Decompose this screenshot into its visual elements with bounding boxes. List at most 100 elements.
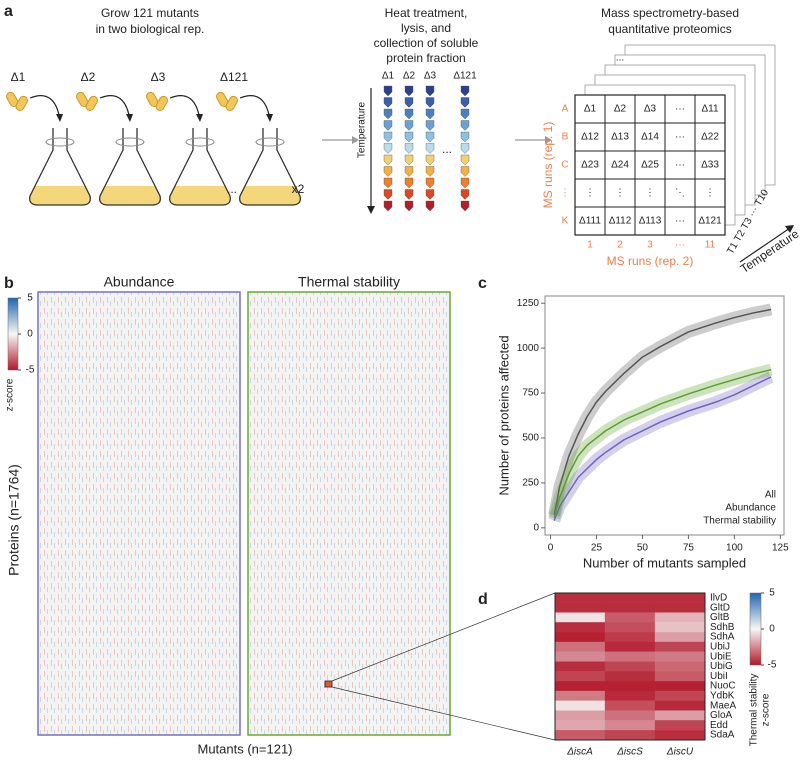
heatmap-texture bbox=[37, 291, 241, 736]
tube bbox=[460, 143, 470, 154]
x-tick-label: 100 bbox=[726, 543, 743, 554]
column-label: ΔiscU bbox=[666, 747, 694, 758]
flask bbox=[99, 128, 161, 206]
mutant-cell bbox=[155, 95, 168, 111]
tube bbox=[383, 177, 393, 189]
shaker-ring bbox=[185, 137, 215, 147]
tube bbox=[460, 97, 470, 108]
heatmap-cell bbox=[604, 602, 656, 613]
heatmap-texture bbox=[247, 291, 451, 736]
heatmap-cell bbox=[654, 602, 706, 613]
grid-cell: Δ121 bbox=[698, 216, 722, 227]
row-label: A bbox=[562, 104, 569, 115]
y-tick-label: 250 bbox=[522, 478, 539, 489]
x-tick-label: 50 bbox=[637, 543, 649, 554]
panel-label: a bbox=[4, 3, 13, 20]
tube bbox=[460, 189, 470, 200]
column-axis: MS runs (rep. 2) bbox=[607, 254, 694, 268]
grid-cell: Δ13 bbox=[611, 132, 629, 143]
tube bbox=[460, 177, 470, 189]
tube-label: Δ1 bbox=[382, 71, 395, 82]
grid-cell: Δ112 bbox=[609, 216, 632, 227]
flask bbox=[239, 128, 301, 206]
shaker-ring bbox=[115, 137, 145, 147]
panel-label: d bbox=[478, 591, 488, 608]
tube bbox=[460, 200, 470, 212]
zoom-line bbox=[331, 686, 556, 741]
arrow-head bbox=[785, 225, 794, 233]
step-title: lysis, and bbox=[401, 21, 451, 35]
grid-cell: Δ22 bbox=[701, 132, 719, 143]
heatmap-cell bbox=[654, 690, 706, 701]
heatmap-cell bbox=[654, 622, 706, 633]
row-label: YdbK bbox=[710, 691, 735, 702]
heatmap-cell bbox=[554, 690, 606, 701]
flask bbox=[29, 128, 91, 206]
row-label: SdaA bbox=[710, 730, 735, 741]
tube bbox=[404, 85, 414, 97]
tube bbox=[425, 143, 435, 154]
heatmap-cell bbox=[554, 720, 606, 731]
heatmap-cell bbox=[604, 592, 656, 603]
mutant-cell bbox=[85, 95, 98, 111]
step-title: Grow 121 mutants bbox=[101, 6, 199, 20]
heatmap-cell bbox=[554, 641, 606, 652]
heatmap-cell bbox=[554, 671, 606, 682]
colorbar-label: z-score bbox=[5, 378, 16, 411]
grid-cell: ⋮ bbox=[585, 188, 595, 199]
tube bbox=[425, 131, 435, 143]
heatmap-cell bbox=[654, 730, 706, 741]
tube bbox=[383, 154, 393, 166]
heatmap-cell bbox=[604, 730, 656, 741]
row-label: Edd bbox=[710, 720, 728, 731]
legend-entry: Abundance bbox=[725, 503, 776, 514]
row-label: ⋮ bbox=[560, 188, 570, 199]
colorbar-tick-label: 5 bbox=[769, 588, 775, 599]
heatmap-cell bbox=[654, 592, 706, 603]
series-band bbox=[548, 303, 773, 517]
arrow bbox=[99, 95, 131, 121]
x-tick-label: 0 bbox=[548, 543, 554, 554]
tube bbox=[425, 166, 435, 177]
tube bbox=[383, 200, 393, 212]
tube bbox=[404, 131, 414, 143]
y-tick-label: 500 bbox=[522, 433, 539, 444]
stack-ellipsis: ... bbox=[616, 53, 624, 64]
arrow-head bbox=[196, 114, 203, 122]
tube bbox=[404, 108, 414, 120]
tube-label: Δ3 bbox=[424, 71, 437, 82]
x-tick-label: 125 bbox=[772, 543, 789, 554]
step-title: collection of soluble bbox=[374, 36, 479, 50]
tube bbox=[460, 85, 470, 97]
heatmap-cell bbox=[554, 612, 606, 623]
row-label: K bbox=[562, 216, 569, 227]
step-title: quantitative proteomics bbox=[608, 22, 731, 36]
replicates: x2 bbox=[292, 182, 305, 196]
arrow-head bbox=[367, 206, 375, 214]
heatmap-cell bbox=[604, 710, 656, 721]
row-label: IlvD bbox=[710, 593, 727, 604]
temperature-label: Temperature bbox=[357, 101, 368, 158]
liquid bbox=[29, 186, 91, 205]
tube bbox=[460, 154, 470, 166]
temperature-arrow bbox=[739, 227, 791, 263]
arrow-head bbox=[56, 114, 63, 122]
grid-cell: Δ12 bbox=[581, 132, 599, 143]
panel-label: b bbox=[4, 275, 14, 292]
heatmap-cell bbox=[604, 671, 656, 682]
colorbar-tick-label: 0 bbox=[27, 329, 33, 340]
colorbar-label: Thermal stability bbox=[749, 674, 760, 747]
tube bbox=[425, 120, 435, 131]
step-title: Heat treatment, bbox=[385, 6, 468, 20]
tube bbox=[404, 177, 414, 189]
heatmap-cell bbox=[654, 661, 706, 672]
heatmap-cell bbox=[654, 710, 706, 721]
heatmap-cell bbox=[654, 671, 706, 682]
arrow-head bbox=[352, 136, 359, 144]
tube bbox=[383, 108, 393, 120]
step-title: in two biological rep. bbox=[96, 22, 205, 36]
x-axis-label: Number of mutants sampled bbox=[583, 555, 746, 570]
tube bbox=[383, 97, 393, 108]
liquid bbox=[99, 186, 161, 205]
y-axis-label: Number of proteins affected bbox=[496, 335, 511, 495]
